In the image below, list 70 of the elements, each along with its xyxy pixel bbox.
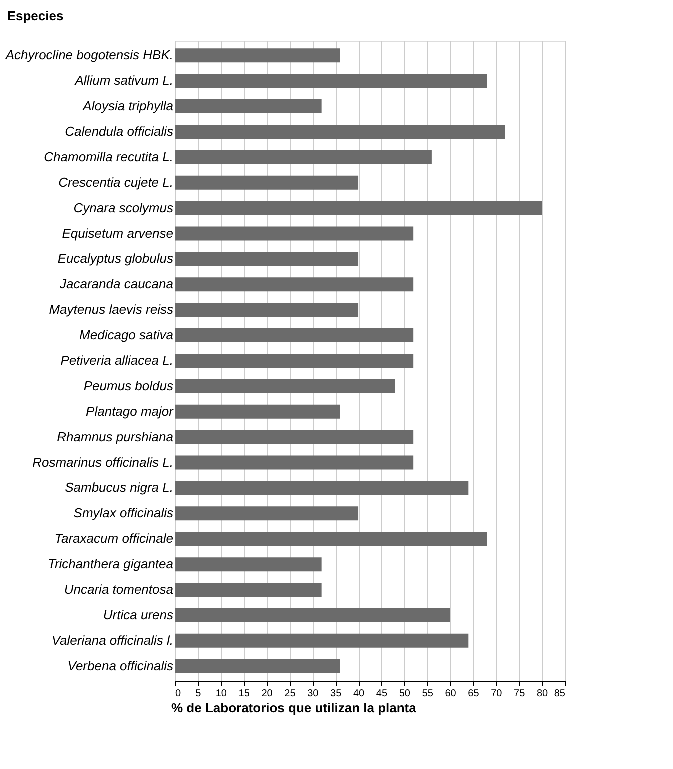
x-tick-label: 30 [308,688,320,700]
bar [175,379,396,394]
bar [175,583,322,598]
y-tick-label: Taraxacum officinale [54,531,174,546]
x-tick-label: 0 [176,688,182,700]
bar [175,124,506,139]
bar [175,201,542,216]
y-tick-label: Eucalyptus globulus [58,251,174,266]
bar [175,456,414,470]
x-tick-label: 25 [284,688,296,700]
x-tick-label: 5 [196,688,202,700]
x-tick-label: 80 [536,688,549,700]
x-tick-label: 75 [514,688,526,700]
bar [175,226,414,241]
y-tick-label: Rosmarinus officinalis L. [32,454,174,470]
x-tick-label: 85 [554,688,566,700]
y-tick-label: Cynara scolymus [74,200,174,216]
y-tick-label: Jacaranda caucana [59,276,174,292]
bar [175,74,487,88]
y-tick-label: Uncaria tomentosa [64,582,174,598]
y-tick-label: Smylax officinalis [74,506,174,521]
x-tick-label: 15 [238,688,250,700]
y-tick-label: Equisetum arvense [62,226,174,241]
y-tick-label: Crescentia cujete L. [58,174,174,190]
bar [175,100,322,114]
y-axis-title: Especies [7,8,64,24]
y-tick-label: Calendula officialis [65,124,174,139]
x-tick-label: 70 [491,688,503,700]
x-tick-label: 60 [445,688,457,700]
bar [175,48,340,63]
bar [175,608,450,622]
y-tick-label: Achyrocline bogotensis HBK. [4,48,174,63]
bar [175,328,414,343]
bar [175,278,414,292]
x-axis-title: % de Laboratorios que utilizan la planta [172,700,418,716]
bar [175,430,414,444]
bar [175,252,359,266]
y-tick-label: Chamomilla recutita L. [44,149,174,164]
y-tick-label: Rhamnus purshiana [57,429,174,444]
x-tick-label: 45 [376,688,388,700]
y-tick-label: Medicago sativa [80,328,174,343]
y-tick-label: Maytenus laevis reiss [49,302,174,318]
bar [175,303,359,318]
x-tick-label: 10 [216,688,228,700]
y-tick-label: Urtica urens [103,607,174,622]
bar [175,659,340,674]
bar [175,506,359,521]
x-tick-label: 65 [468,688,480,700]
x-tick-label: 55 [422,688,434,700]
bar [175,532,487,546]
y-tick-label: Sambucus nigra L. [65,480,174,496]
y-tick-label: Valeriana officinalis l. [52,632,174,648]
y-tick-label: Trichanthera gigantea [48,556,174,572]
bar [175,558,322,572]
y-tick-label: Petiveria alliacea L. [60,353,174,368]
x-tick-label: 50 [399,688,411,700]
bar [175,354,414,368]
bar [175,634,469,648]
bar [175,481,469,496]
y-tick-label: Verbena officinalis [68,658,174,674]
y-tick-label: Allium sativum L. [74,73,174,88]
bar [175,404,340,419]
x-tick-label: 40 [353,688,366,700]
y-tick-label: Aloysia triphylla [82,98,174,114]
bar [175,150,432,164]
y-tick-label: Peumus boldus [84,378,174,394]
y-tick-label: Plantago major [86,404,174,419]
x-tick-label: 35 [330,688,342,700]
bar [175,176,359,190]
x-tick-label: 20 [262,688,274,700]
